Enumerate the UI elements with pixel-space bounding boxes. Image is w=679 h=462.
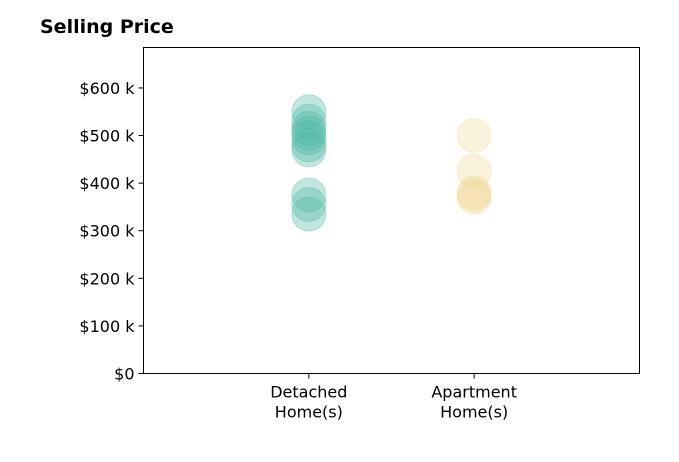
data-point: [456, 118, 492, 154]
data-point: [291, 94, 327, 130]
data-point: [456, 177, 492, 213]
y-tick-label: $500 k: [79, 127, 135, 146]
y-tick-label: $100 k: [79, 317, 135, 336]
y-tick-label: $300 k: [79, 222, 135, 241]
plot-area-frame: [143, 47, 640, 374]
data-point: [456, 179, 492, 215]
data-point: [291, 127, 327, 163]
data-point: [291, 132, 327, 168]
data-point: [291, 187, 327, 223]
y-tick-label: $400 k: [79, 174, 135, 193]
data-point: [291, 177, 327, 213]
x-tick-label: Apartment Home(s): [431, 383, 517, 422]
data-point: [456, 175, 492, 211]
y-axis-ticks: $0 $100 k $200 k $300 k $400 k $500 k $600 k: [79, 79, 144, 384]
y-tick-label: $600 k: [79, 79, 135, 98]
data-point: [291, 120, 327, 156]
chart-title: Selling Price: [40, 16, 174, 38]
data-point: [291, 103, 327, 139]
data-points: [291, 94, 492, 232]
data-point: [291, 196, 327, 232]
y-tick-label: $0: [114, 365, 134, 384]
data-point: [456, 153, 492, 189]
x-axis-ticks: Detached Home(s) Apartment Home(s): [270, 373, 517, 422]
data-point: [291, 110, 327, 146]
data-point: [291, 115, 327, 151]
x-tick-label: Detached Home(s): [270, 383, 347, 422]
y-tick-label: $200 k: [79, 269, 135, 288]
